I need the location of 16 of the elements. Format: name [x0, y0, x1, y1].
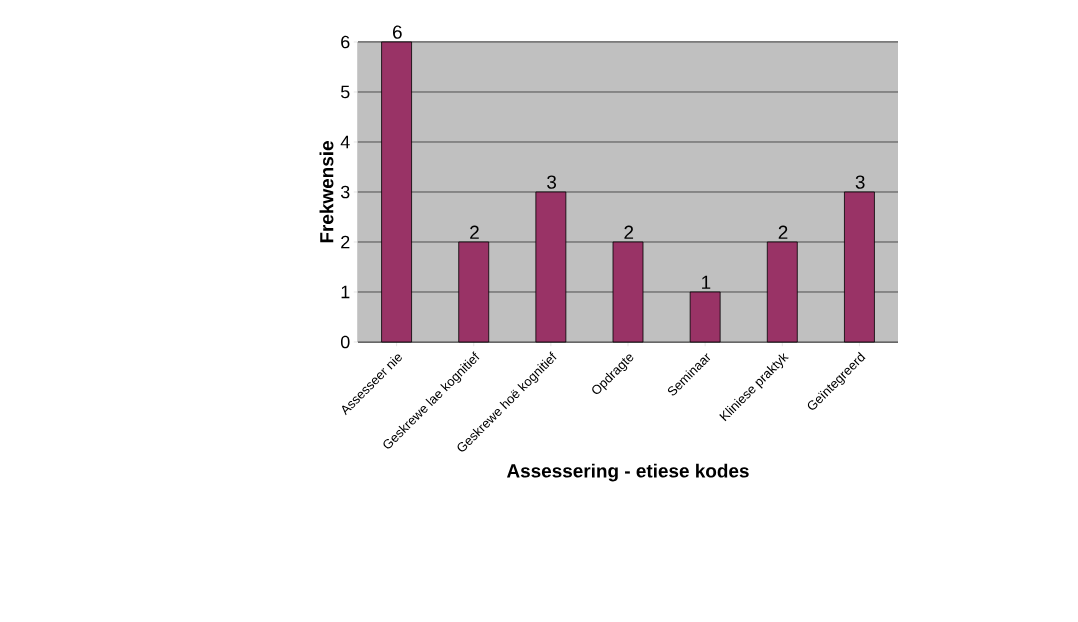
y-tick-label: 1	[341, 285, 350, 299]
y-tick-label: 3	[340, 185, 350, 199]
y-tick-label: 6	[341, 35, 350, 49]
y-axis-title: Frekwensie	[319, 141, 334, 243]
data-label: 6	[393, 25, 402, 39]
y-tick-label: 4	[340, 135, 350, 149]
data-label: 3	[547, 175, 557, 189]
y-tick-label: 0	[340, 335, 350, 349]
data-label: 1	[702, 275, 711, 289]
data-label: 2	[624, 225, 634, 239]
data-label: 2	[778, 225, 788, 239]
data-label: 2	[470, 225, 479, 239]
data-label: 3	[855, 175, 865, 189]
y-tick-label: 5	[340, 85, 350, 99]
x-axis-title: Assessering - etiese kodes	[506, 463, 749, 482]
y-tick-label: 2	[341, 235, 350, 249]
